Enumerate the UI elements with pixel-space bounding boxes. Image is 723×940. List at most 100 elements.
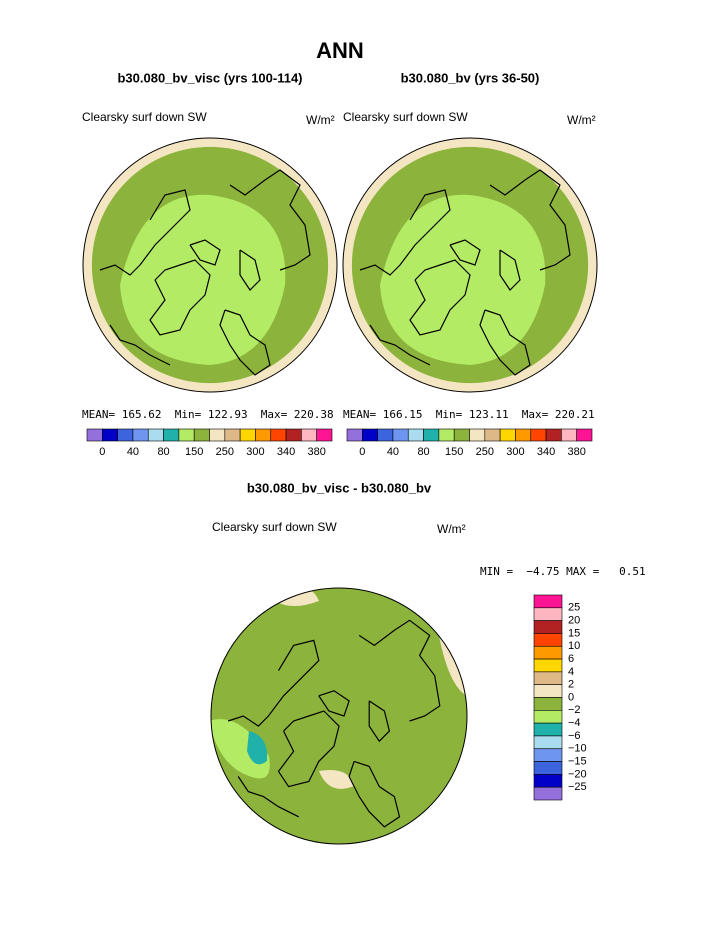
colorbar-label: 380 — [308, 446, 326, 458]
colorbar-box — [377, 428, 394, 442]
coastline — [479, 309, 531, 376]
colorbar-label: −2 — [568, 704, 581, 716]
variable: Clearsky surf down SW — [343, 110, 468, 124]
colorbar-box — [533, 748, 563, 762]
colorbar-box — [469, 428, 486, 442]
coastline — [359, 189, 451, 276]
field — [439, 636, 467, 696]
colorbar-box — [533, 594, 563, 609]
panel-title: b30.080_bv (yrs 36-50) — [401, 70, 540, 85]
colorbar-box — [362, 428, 378, 442]
coastline — [237, 776, 299, 818]
colorbar-label: 340 — [277, 446, 295, 458]
colorbar-box — [545, 428, 562, 442]
colorbar-box — [239, 428, 256, 442]
colorbar-label: −20 — [568, 768, 587, 780]
colorbar-box — [533, 684, 563, 698]
coastline — [189, 239, 221, 266]
colorbar-label: 340 — [537, 446, 555, 458]
field — [259, 588, 319, 607]
colorbar-box — [533, 658, 563, 673]
coastline — [219, 309, 271, 376]
colorbar-box — [346, 428, 363, 442]
colorbar-box — [423, 428, 440, 442]
colorbar-box — [453, 428, 470, 442]
colorbar-box — [533, 697, 563, 711]
colorbar-label: 10 — [568, 640, 580, 652]
fields — [343, 138, 597, 392]
colorbar-label: 6 — [568, 653, 574, 665]
colorbar-box — [533, 607, 563, 621]
polar-map — [342, 137, 598, 393]
colorbar-box — [301, 428, 317, 442]
colorbar-box — [533, 645, 563, 660]
colorbar-label: 4 — [568, 666, 574, 678]
colorbar-box — [270, 428, 287, 442]
stats: MIN = −4.75 MAX = 0.51 — [480, 565, 646, 578]
maps — [82, 137, 598, 845]
colorbar-box — [576, 428, 593, 442]
colorbar-box — [285, 428, 302, 442]
polar-map — [82, 137, 338, 393]
colorbar-label: 250 — [476, 446, 494, 458]
colorbar-box — [209, 428, 226, 442]
colorbar-label: −25 — [568, 781, 587, 793]
coastline — [358, 619, 441, 722]
units: W/m² — [306, 113, 335, 127]
field — [319, 770, 354, 789]
colorbar-label: −15 — [568, 755, 587, 767]
colorbar-box — [163, 428, 180, 442]
coastline — [489, 169, 571, 271]
colorbar-box — [178, 428, 195, 442]
colorbar-label: 150 — [445, 446, 463, 458]
colorbar-label: 380 — [568, 446, 586, 458]
field — [211, 719, 270, 779]
field — [247, 731, 268, 765]
coastline — [239, 249, 261, 291]
colorbar-label: 15 — [568, 627, 580, 639]
colorbar-label: 80 — [157, 446, 169, 458]
colorbar-label: 2 — [568, 679, 574, 691]
colorbar-label: 80 — [417, 446, 429, 458]
map-border — [82, 137, 338, 393]
colorbar-box — [255, 428, 272, 442]
coastline — [368, 700, 391, 743]
coastline — [318, 690, 350, 717]
map-border — [210, 587, 468, 845]
coastline — [227, 639, 320, 727]
colorbar-box — [533, 761, 563, 775]
colorbar-box — [533, 774, 563, 788]
coastline — [277, 710, 340, 788]
map-border — [342, 137, 598, 393]
colorbar-box — [316, 428, 333, 442]
colorbar-label: 300 — [246, 446, 264, 458]
colorbar-box — [515, 428, 532, 442]
coastline — [149, 259, 211, 336]
colorbar-label: 20 — [568, 615, 580, 627]
panel-title: b30.080_bv_visc (yrs 100-114) — [117, 70, 302, 85]
stats: MEAN= 165.62 Min= 122.93 Max= 220.38 — [82, 408, 334, 421]
colorbar-box — [533, 671, 563, 685]
colorbar-label: 300 — [506, 446, 524, 458]
colorbar-box — [193, 428, 210, 442]
colorbar-label: 40 — [387, 446, 399, 458]
colorbar-box — [533, 722, 563, 737]
colorbar-box — [392, 428, 409, 442]
colorbar-label: 40 — [127, 446, 139, 458]
coastline — [369, 324, 431, 366]
coastline — [499, 249, 521, 291]
units: W/m² — [437, 522, 466, 536]
variable: Clearsky surf down SW — [212, 520, 337, 534]
coastline — [449, 239, 481, 266]
colorbar-box — [484, 428, 501, 442]
coastline — [229, 169, 311, 271]
colorbar-box — [533, 786, 563, 801]
colorbar-box — [438, 428, 455, 442]
coastline — [409, 259, 471, 336]
colorbar-label: −10 — [568, 743, 587, 755]
colorbar-label: 25 — [568, 602, 580, 614]
colorbar-label: 0 — [568, 691, 574, 703]
colorbar-label: −4 — [568, 717, 581, 729]
page-title: ANN — [316, 38, 364, 63]
